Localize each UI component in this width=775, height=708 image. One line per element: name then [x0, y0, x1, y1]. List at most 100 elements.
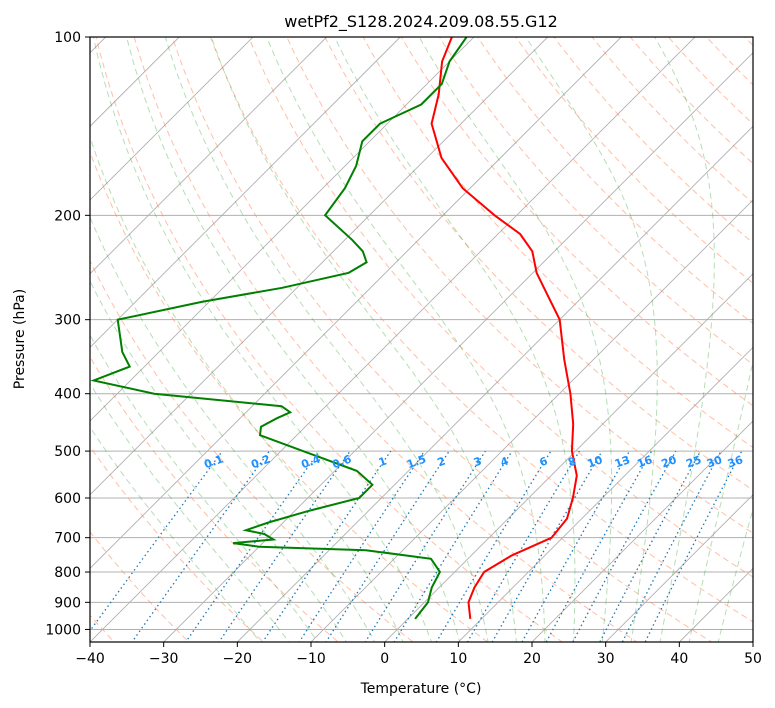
mixing-ratio-label: 1 [377, 454, 389, 469]
dry-adiabat [324, 37, 753, 491]
mixing-ratio-line [261, 450, 392, 642]
dry-adiabat [553, 37, 753, 244]
mixing-ratio-line [644, 450, 743, 642]
dry-adiabat [90, 531, 190, 642]
dry-adiabat [95, 37, 564, 642]
isotherm-line [90, 37, 254, 201]
mixing-ratio-label: 2 [436, 454, 448, 469]
y-tick-label: 200 [54, 208, 81, 224]
plot-layer [90, 37, 753, 642]
moist-adiabat [90, 135, 404, 642]
isotherm-line [90, 37, 328, 275]
dry-adiabat [286, 37, 753, 534]
dry-adiabat [133, 37, 638, 642]
dry-adiabat [248, 37, 753, 578]
isotherm-line [457, 346, 753, 642]
mixing-ratio-line [364, 450, 486, 642]
mixing-ratio-label: 16 [635, 453, 654, 471]
x-tick-label: 30 [597, 651, 615, 667]
mixing-ratio-label: 25 [684, 453, 703, 470]
moist-adiabat [90, 426, 261, 642]
temperature-trace [430, 37, 578, 620]
mixing-ratio-line [491, 450, 603, 642]
x-tick-label: −40 [75, 651, 105, 667]
moist-adiabat [654, 37, 715, 642]
mixing-ratio-label: 0.4 [300, 452, 323, 471]
moist-adiabat [717, 506, 753, 642]
x-axis-label: Temperature (°C) [360, 681, 482, 697]
dry-adiabat [209, 37, 753, 623]
x-tick-label: 20 [523, 651, 541, 667]
moist-adiabat [90, 215, 376, 642]
mixing-ratio-line [435, 450, 552, 642]
dry-adiabat [362, 37, 753, 449]
x-tick-label: −20 [223, 651, 253, 667]
mixing-ratio-label: 6 [538, 454, 550, 469]
y-tick-label: 1000 [45, 622, 81, 638]
moist-adiabat [90, 334, 319, 642]
x-tick-label: 40 [670, 651, 688, 667]
y-tick-label: 600 [54, 491, 81, 507]
y-tick-label: 800 [54, 565, 81, 581]
dry-adiabat [171, 37, 713, 642]
moist-adiabat [334, 37, 576, 642]
moist-adiabat [688, 358, 753, 642]
chart-title: wetPf2_S128.2024.209.08.55.G12 [284, 12, 558, 32]
x-tick-label: −30 [149, 651, 179, 667]
isotherm-line [90, 37, 622, 570]
y-tick-label: 900 [54, 595, 81, 611]
x-tick-label: 50 [744, 651, 762, 667]
x-tick-label: −10 [296, 651, 326, 667]
isotherm-line [90, 37, 401, 348]
mixing-ratio-line [393, 450, 513, 642]
mixing-ratio-label: 10 [586, 453, 605, 471]
moist-adiabat [90, 279, 347, 642]
y-axis-label: Pressure (hPa) [12, 289, 28, 389]
dry-adiabat [515, 37, 753, 284]
mixing-ratio-line [90, 450, 223, 632]
mixing-ratio-label: 1.5 [405, 452, 428, 471]
tick-layer: −40 −30 −20 −10 0 10 20 30 40 50 1000 900 800 700 600 5… [45, 30, 762, 667]
isotherm-line [384, 273, 753, 642]
moist-adiabat [210, 37, 518, 642]
mixing-ratio-line [131, 450, 270, 642]
label-layer: 0.1 0.2 0.4 0.6 1 1.5 2 3 4 6 8 10 13 16 20 25 30 36 [202, 452, 745, 471]
y-tick-label: 700 [54, 531, 81, 547]
y-tick-label: 100 [54, 30, 81, 46]
plot-frame [89, 36, 754, 643]
isotherm-line [90, 37, 549, 496]
x-tick-label: 0 [380, 651, 389, 667]
moist-adiabat [90, 382, 290, 642]
mixing-ratio-label: 0.6 [330, 452, 353, 471]
mixing-ratio-line [218, 450, 351, 642]
mixing-ratio-label: 4 [499, 454, 511, 469]
dry-adiabat [591, 37, 753, 204]
moist-adiabat [418, 37, 613, 642]
isotherm-line [605, 494, 753, 642]
moist-adiabat [126, 37, 461, 642]
mixing-ratio-label: 36 [726, 453, 745, 471]
mixing-ratio-line [521, 450, 631, 642]
y-tick-label: 500 [54, 444, 81, 460]
moist-adiabat [266, 37, 546, 642]
y-tick-label: 400 [54, 387, 81, 403]
isotherm-line [163, 52, 753, 642]
y-tick-label: 300 [54, 313, 81, 329]
mixing-ratio-label: 20 [660, 453, 679, 471]
mixing-ratio-label: 0.2 [249, 452, 272, 471]
isotherm-line [531, 420, 753, 642]
mixing-ratio-label: 0.1 [202, 452, 225, 471]
x-tick-label: 10 [449, 651, 467, 667]
mixing-ratio-label: 3 [472, 454, 484, 469]
moist-adiabat [164, 37, 489, 642]
mixing-ratio-label: 13 [613, 453, 632, 470]
dry-adiabat [400, 37, 753, 407]
isotherm-line [90, 37, 696, 642]
mixing-ratio-line [621, 450, 722, 642]
mixing-ratio-label: 30 [705, 453, 724, 471]
moist-adiabat [525, 37, 658, 642]
isotherm-line [310, 199, 753, 642]
